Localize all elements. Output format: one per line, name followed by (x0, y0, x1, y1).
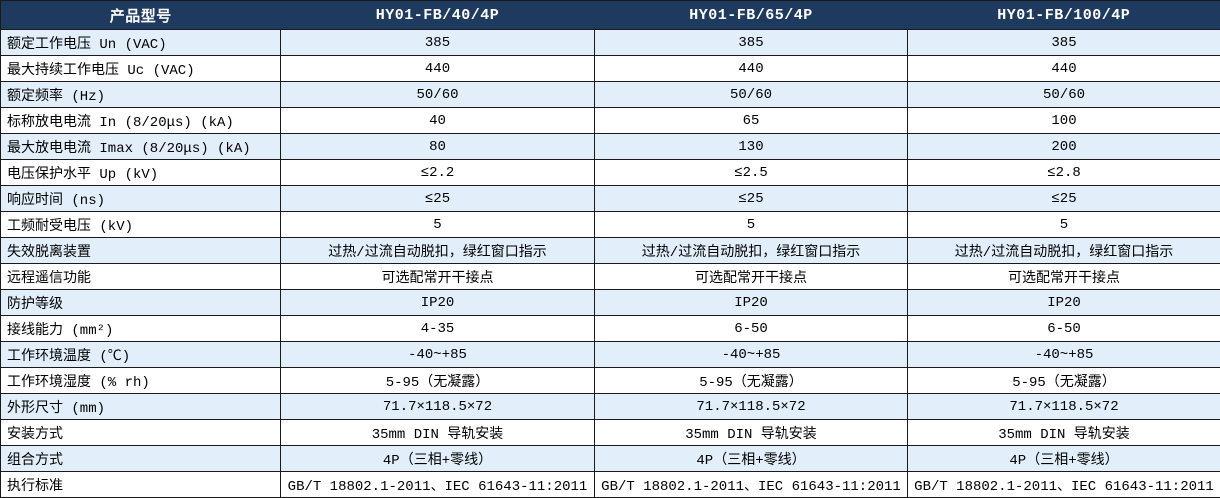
row-value: 5 (595, 212, 908, 238)
table-row: 响应时间 (ns)≤25≤25≤25 (1, 186, 1220, 212)
row-value: ≤25 (281, 186, 595, 212)
table-row: 失效脱离装置过热/过流自动脱扣，绿红窗口指示过热/过流自动脱扣，绿红窗口指示过热… (1, 238, 1220, 264)
row-value: 40 (281, 108, 595, 134)
row-label: 外形尺寸 (mm) (1, 394, 281, 420)
table-row: 电压保护水平 Up (kV)≤2.2≤2.5≤2.8 (1, 160, 1220, 186)
table-row: 工作环境温度 (℃)-40~+85-40~+85-40~+85 (1, 342, 1220, 368)
row-value: 4P（三相+零线） (908, 446, 1220, 472)
row-value: IP20 (908, 290, 1220, 316)
row-value: GB/T 18802.1-2011、IEC 61643-11:2011 (281, 472, 595, 498)
row-value: 71.7×118.5×72 (908, 394, 1220, 420)
row-label: 组合方式 (1, 446, 281, 472)
row-label: 标称放电电流 In (8/20μs) (kA) (1, 108, 281, 134)
row-value: 100 (908, 108, 1220, 134)
row-value: 4P（三相+零线） (281, 446, 595, 472)
row-value: 过热/过流自动脱扣，绿红窗口指示 (908, 238, 1220, 264)
header-cell-model-1: HY01-FB/40/4P (281, 1, 595, 30)
row-value: 5 (908, 212, 1220, 238)
table-row: 远程遥信功能可选配常开干接点可选配常开干接点可选配常开干接点 (1, 264, 1220, 290)
row-value: GB/T 18802.1-2011、IEC 61643-11:2011 (595, 472, 908, 498)
header-cell-model-2: HY01-FB/65/4P (595, 1, 908, 30)
row-value: 385 (595, 30, 908, 56)
row-value: 5 (281, 212, 595, 238)
row-value: 4P（三相+零线） (595, 446, 908, 472)
row-value: ≤2.5 (595, 160, 908, 186)
row-value: 可选配常开干接点 (595, 264, 908, 290)
row-value: 过热/过流自动脱扣，绿红窗口指示 (595, 238, 908, 264)
row-value: ≤25 (908, 186, 1220, 212)
row-value: 可选配常开干接点 (908, 264, 1220, 290)
row-label: 接线能力 (mm²) (1, 316, 281, 342)
row-label: 额定频率 (Hz) (1, 82, 281, 108)
row-value: 71.7×118.5×72 (281, 394, 595, 420)
row-label: 远程遥信功能 (1, 264, 281, 290)
row-label: 防护等级 (1, 290, 281, 316)
row-value: -40~+85 (595, 342, 908, 368)
row-value: 385 (281, 30, 595, 56)
row-value: ≤2.2 (281, 160, 595, 186)
spec-table-header: 产品型号 HY01-FB/40/4P HY01-FB/65/4P HY01-FB… (1, 1, 1220, 30)
row-label: 最大持续工作电压 Uc (VAC) (1, 56, 281, 82)
row-value: 65 (595, 108, 908, 134)
row-value: 80 (281, 134, 595, 160)
row-label: 工作环境温度 (℃) (1, 342, 281, 368)
header-cell-product-model: 产品型号 (1, 1, 281, 30)
header-row: 产品型号 HY01-FB/40/4P HY01-FB/65/4P HY01-FB… (1, 1, 1220, 30)
row-label: 额定工作电压 Un (VAC) (1, 30, 281, 56)
row-value: 35mm DIN 导轨安装 (908, 420, 1220, 446)
row-value: 4-35 (281, 316, 595, 342)
row-value: 6-50 (908, 316, 1220, 342)
row-value: 50/60 (908, 82, 1220, 108)
row-label: 最大放电电流 Imax (8/20μs) (kA) (1, 134, 281, 160)
row-label: 响应时间 (ns) (1, 186, 281, 212)
row-value: 6-50 (595, 316, 908, 342)
header-cell-model-3: HY01-FB/100/4P (908, 1, 1220, 30)
row-value: 130 (595, 134, 908, 160)
row-value: 5-95（无凝露） (595, 368, 908, 394)
row-value: 440 (595, 56, 908, 82)
row-label: 执行标准 (1, 472, 281, 498)
row-value: 200 (908, 134, 1220, 160)
row-value: 可选配常开干接点 (281, 264, 595, 290)
row-value: 385 (908, 30, 1220, 56)
row-value: ≤25 (595, 186, 908, 212)
row-label: 安装方式 (1, 420, 281, 446)
row-value: 440 (281, 56, 595, 82)
row-value: 35mm DIN 导轨安装 (595, 420, 908, 446)
row-value: 71.7×118.5×72 (595, 394, 908, 420)
row-value: 50/60 (281, 82, 595, 108)
row-value: 5-95（无凝露） (281, 368, 595, 394)
row-label: 失效脱离装置 (1, 238, 281, 264)
row-value: IP20 (281, 290, 595, 316)
row-value: IP20 (595, 290, 908, 316)
row-value: 35mm DIN 导轨安装 (281, 420, 595, 446)
table-row: 工作环境湿度 (% rh)5-95（无凝露）5-95（无凝露）5-95（无凝露） (1, 368, 1220, 394)
row-value: 50/60 (595, 82, 908, 108)
row-label: 工频耐受电压 (kV) (1, 212, 281, 238)
row-value: ≤2.8 (908, 160, 1220, 186)
row-value: GB/T 18802.1-2011、IEC 61643-11:2011 (908, 472, 1220, 498)
row-value: 440 (908, 56, 1220, 82)
row-value: 过热/过流自动脱扣，绿红窗口指示 (281, 238, 595, 264)
row-value: -40~+85 (908, 342, 1220, 368)
row-label: 工作环境湿度 (% rh) (1, 368, 281, 394)
row-label: 电压保护水平 Up (kV) (1, 160, 281, 186)
row-value: -40~+85 (281, 342, 595, 368)
row-value: 5-95（无凝露） (908, 368, 1220, 394)
